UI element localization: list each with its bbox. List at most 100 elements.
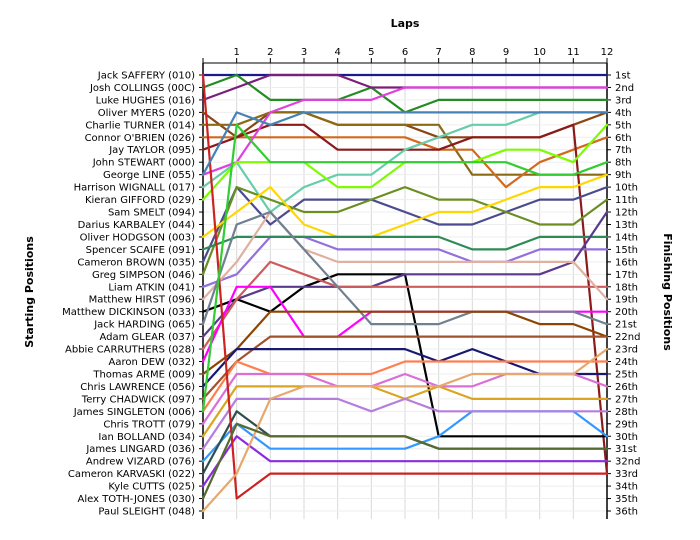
x-tick-label: 3 (301, 47, 307, 58)
finishing-position-label: 1st (615, 71, 631, 82)
series-line (201, 335, 609, 400)
finishing-position-label: 35th (615, 494, 638, 505)
starting-position-label: Adam GLEAR (037) (99, 332, 195, 343)
finishing-position-label: 4th (615, 108, 632, 119)
starting-position-label: Kyle CUTTS (025) (108, 482, 195, 493)
x-tick-label: 9 (503, 47, 509, 58)
finishing-position-label: 29th (615, 419, 638, 430)
starting-position-label: Greg SIMPSON (046) (92, 270, 195, 281)
series-line (201, 235, 609, 251)
series-line (201, 86, 609, 176)
x-axis-title: Laps (391, 17, 420, 30)
x-tick-label: 10 (533, 47, 546, 58)
series-line (201, 111, 609, 176)
starting-position-label: Harrison WIGNALL (017) (74, 183, 196, 194)
starting-position-label: Jack HARDING (065) (93, 320, 195, 331)
series-line (201, 435, 609, 488)
x-tick-label: 4 (334, 47, 340, 58)
finishing-position-label: 23rd (615, 345, 638, 356)
finishing-position-label: 18th (615, 282, 638, 293)
finishing-position-label: 32nd (615, 457, 640, 468)
finishing-position-labels: 1st2nd3rd4th5th6th7th8th9th10th11th12th1… (615, 71, 640, 518)
finishing-position-label: 11th (615, 195, 638, 206)
x-tick-label: 1 (233, 47, 239, 58)
starting-position-label: Aaron DEW (032) (109, 357, 196, 368)
series-line (201, 73, 609, 500)
x-tick-label: 5 (368, 47, 374, 58)
x-tick-label: 6 (402, 47, 408, 58)
starting-position-label: Liam ATKIN (041) (108, 282, 195, 293)
starting-position-label: Matthew DICKINSON (033) (62, 307, 195, 318)
finishing-position-label: 9th (615, 170, 632, 181)
finishing-position-label: 8th (615, 158, 632, 169)
x-tick-label: 7 (435, 47, 441, 58)
starting-position-label: Josh COLLINGS (00C) (89, 83, 195, 94)
finishing-position-label: 19th (615, 295, 638, 306)
starting-position-label: Abbie CARRUTHERS (028) (65, 345, 195, 356)
finishing-position-label: 34th (615, 482, 638, 493)
x-tick-label: 11 (567, 47, 580, 58)
finishing-position-label: 5th (615, 120, 632, 131)
finishing-position-label: 3rd (615, 95, 632, 106)
x-tick-label: 8 (469, 47, 475, 58)
starting-position-label: Chris TROTT (079) (103, 419, 195, 430)
starting-position-label: Ian BOLLAND (034) (98, 432, 195, 443)
finishing-position-label: 2nd (615, 83, 634, 94)
starting-position-label: Alex TOTH-JONES (030) (78, 494, 196, 505)
series-line (201, 136, 609, 189)
x-tick-label: 12 (601, 47, 614, 58)
starting-position-label: Jack SAFFERY (010) (97, 71, 195, 82)
finishing-position-label: 27th (615, 394, 638, 405)
finishing-position-label: 17th (615, 270, 638, 281)
finishing-position-label: 30th (615, 432, 638, 443)
x-tick-label: 2 (267, 47, 273, 58)
series-line (201, 210, 609, 326)
starting-position-label: James LINGARD (036) (85, 444, 195, 455)
finishing-position-label: 22nd (615, 332, 640, 343)
starting-position-label: Chris LAWRENCE (056) (80, 382, 195, 393)
y-axis-title-left: Starting Positions (23, 236, 36, 348)
starting-position-label: Thomas ARME (009) (92, 369, 195, 380)
x-tick-labels: 1 2 3 4 5 6 7 8 9 10 11 12 (233, 47, 613, 58)
finishing-position-label: 24th (615, 357, 638, 368)
finishing-position-label: 26th (615, 382, 638, 393)
starting-position-label: Spencer SCAIFE (091) (86, 245, 195, 256)
starting-position-labels: Jack SAFFERY (010)Josh COLLINGS (00C)Luk… (62, 71, 195, 518)
starting-position-label: Connor O'BRIEN (026) (85, 133, 196, 144)
finishing-position-label: 33rd (615, 469, 638, 480)
finishing-position-label: 36th (615, 507, 638, 518)
finishing-position-label: 15th (615, 245, 638, 256)
finishing-position-label: 13th (615, 220, 638, 231)
starting-position-label: Darius KARBALEY (044) (78, 220, 195, 231)
starting-position-label: Luke HUGHES (016) (96, 95, 195, 106)
series-line (201, 186, 609, 276)
series-line (201, 310, 609, 376)
series-line (201, 123, 609, 413)
series-line (201, 186, 609, 263)
finishing-position-label: 25th (615, 369, 638, 380)
series-group (201, 73, 609, 513)
starting-position-label: Terry CHADWICK (097) (81, 394, 195, 405)
finishing-position-label: 28th (615, 407, 638, 418)
starting-position-label: Kieran GIFFORD (029) (85, 195, 195, 206)
starting-position-label: John STEWART (000) (92, 158, 195, 169)
starting-position-label: Sam SMELT (094) (108, 208, 195, 219)
finishing-position-label: 7th (615, 145, 632, 156)
series-line (201, 422, 609, 500)
starting-position-label: Oliver MYERS (020) (98, 108, 195, 119)
finishing-position-label: 6th (615, 133, 632, 144)
finishing-position-label: 14th (615, 232, 638, 243)
starting-position-label: Matthew HIRST (096) (89, 295, 195, 306)
starting-position-label: Jay TAYLOR (095) (108, 145, 195, 156)
finishing-position-label: 21st (615, 320, 637, 331)
starting-position-label: Cameron KARVASKI (022) (68, 469, 195, 480)
series-line (201, 348, 609, 513)
series-line (201, 260, 609, 351)
finishing-position-label: 16th (615, 257, 638, 268)
starting-position-label: Andrew VIZARD (076) (86, 457, 195, 468)
finishing-position-label: 12th (615, 208, 638, 219)
starting-position-label: Oliver HODGSON (003) (80, 232, 195, 243)
starting-position-label: Charlie TURNER (014) (85, 120, 195, 131)
finishing-position-label: 10th (615, 183, 638, 194)
